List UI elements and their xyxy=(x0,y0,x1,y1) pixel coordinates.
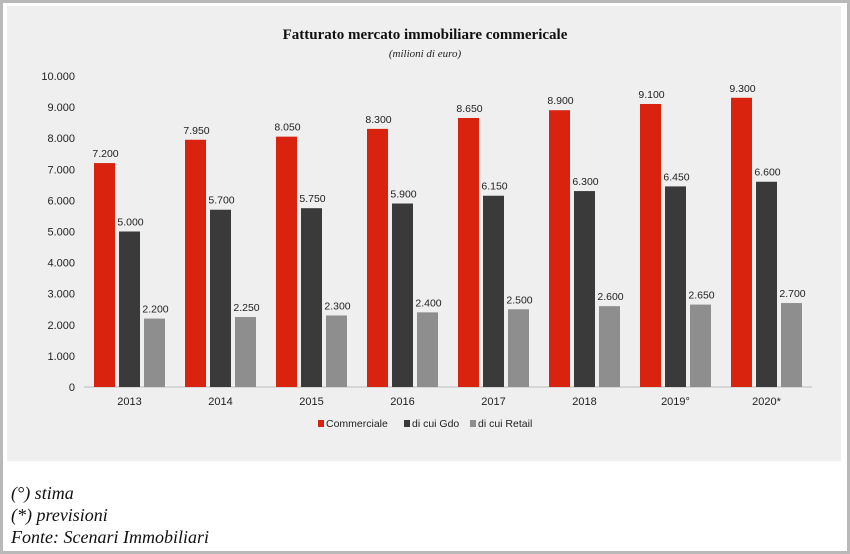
legend-swatch xyxy=(404,420,410,427)
data-label: 9.300 xyxy=(729,83,755,95)
bar-di-cui-retail xyxy=(417,312,438,387)
bar-di-cui-gdo xyxy=(574,191,595,387)
data-label: 6.150 xyxy=(481,181,507,193)
data-label: 5.000 xyxy=(117,217,143,229)
chart-title: Fatturato mercato immobiliare commerical… xyxy=(282,27,568,43)
footnotes: (°) stima (*) previsioni Fonte: Scenari … xyxy=(11,482,209,548)
x-tick-label: 2018 xyxy=(572,396,596,408)
y-tick-label: 3.000 xyxy=(47,289,75,301)
data-label: 7.950 xyxy=(183,125,209,137)
x-tick-label: 2016 xyxy=(390,396,414,408)
bar-commerciale xyxy=(731,97,752,388)
bar-commerciale xyxy=(640,103,661,388)
bar-di-cui-retail xyxy=(144,318,165,387)
data-label: 2.250 xyxy=(233,302,259,314)
data-label: 8.300 xyxy=(365,114,391,126)
bar-commerciale xyxy=(458,117,479,388)
bar-di-cui-gdo xyxy=(301,208,322,387)
bar-di-cui-retail xyxy=(690,304,711,387)
data-label: 6.300 xyxy=(572,176,598,188)
bar-commerciale xyxy=(94,163,115,387)
bar-di-cui-retail xyxy=(326,315,347,387)
y-tick-label: 10.000 xyxy=(41,71,75,83)
y-tick-label: 0 xyxy=(69,382,75,394)
bar-chart: 0 1.000 2.000 3.000 4.000 5.000 6.000 7.000 8.00… xyxy=(41,71,812,430)
legend-swatch xyxy=(318,420,324,427)
data-label: 9.100 xyxy=(638,89,664,101)
y-tick-label: 4.000 xyxy=(47,258,75,270)
x-tick-label: 2020* xyxy=(752,396,781,408)
bar-di-cui-gdo xyxy=(392,203,413,387)
bar-commerciale xyxy=(367,128,388,387)
data-label: 8.050 xyxy=(274,122,300,134)
bar-di-cui-gdo xyxy=(756,181,777,387)
legend-label: di cui Retail xyxy=(478,418,532,430)
bar-commerciale xyxy=(549,110,570,388)
legend-swatch xyxy=(470,420,476,427)
bar-di-cui-retail xyxy=(235,317,256,387)
chart-subtitle: (milioni di euro) xyxy=(388,48,462,60)
data-label: 2.650 xyxy=(688,290,714,302)
y-tick-label: 6.000 xyxy=(47,195,75,207)
x-tick-label: 2014 xyxy=(208,396,232,408)
y-tick-label: 7.000 xyxy=(47,164,75,176)
x-tick-label: 2013 xyxy=(117,396,141,408)
bar-di-cui-retail xyxy=(508,309,529,387)
footnote-forecast: (*) previsioni xyxy=(11,505,108,525)
x-tick-label: 2017 xyxy=(481,396,505,408)
y-tick-label: 1.000 xyxy=(47,351,75,363)
footnote-estimate: (°) stima xyxy=(11,483,74,503)
data-label: 8.650 xyxy=(456,103,482,115)
x-tick-label: 2015 xyxy=(299,396,323,408)
legend-label: Commerciale xyxy=(326,418,388,430)
data-label: 2.500 xyxy=(506,294,532,306)
x-tick-label: 2019° xyxy=(661,396,690,408)
bar-di-cui-gdo xyxy=(665,186,686,387)
data-label: 2.700 xyxy=(779,288,805,300)
data-label: 7.200 xyxy=(92,148,118,160)
bar-di-cui-retail xyxy=(781,303,802,387)
data-label: 6.600 xyxy=(754,167,780,179)
data-label: 5.750 xyxy=(299,193,325,205)
bar-commerciale xyxy=(276,136,297,387)
legend-label: di cui Gdo xyxy=(412,418,459,430)
y-tick-label: 8.000 xyxy=(47,133,75,145)
y-tick-label: 2.000 xyxy=(47,320,75,332)
bar-di-cui-gdo xyxy=(483,195,504,387)
data-label: 2.200 xyxy=(142,304,168,316)
data-label: 2.300 xyxy=(324,300,350,312)
bar-di-cui-gdo xyxy=(210,209,231,387)
footnote-source: Fonte: Scenari Immobiliari xyxy=(11,527,209,547)
data-label: 6.450 xyxy=(663,171,689,183)
data-label: 8.900 xyxy=(547,95,573,107)
y-tick-label: 9.000 xyxy=(47,102,75,114)
data-label: 2.600 xyxy=(597,291,623,303)
y-tick-label: 5.000 xyxy=(47,227,75,239)
data-label: 5.900 xyxy=(390,189,416,201)
data-label: 5.700 xyxy=(208,195,234,207)
bar-di-cui-retail xyxy=(599,306,620,387)
bar-commerciale xyxy=(185,139,206,387)
bar-di-cui-gdo xyxy=(119,231,140,387)
data-label: 2.400 xyxy=(415,297,441,309)
